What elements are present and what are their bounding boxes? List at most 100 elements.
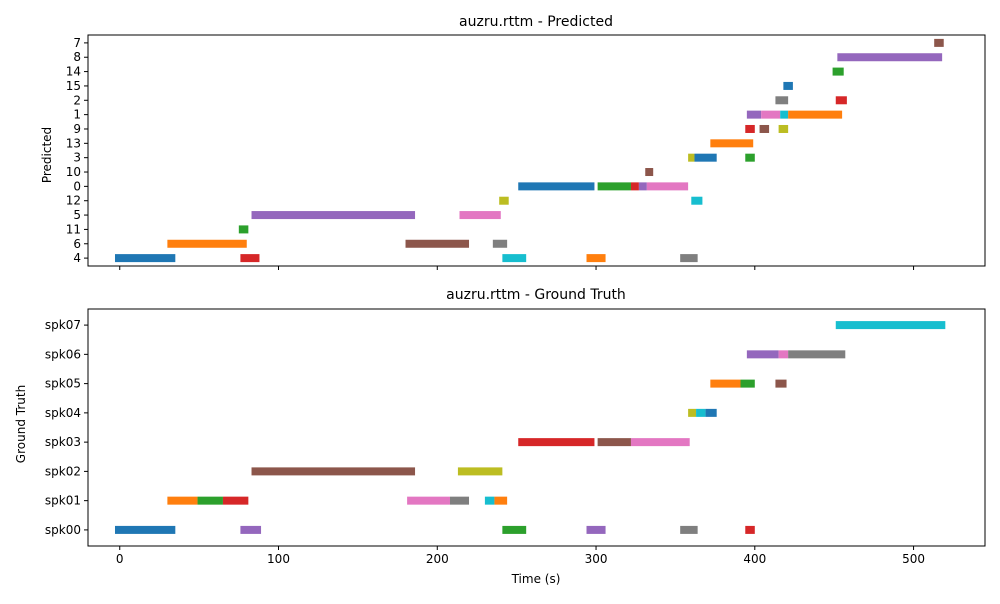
- predicted-segments: [114, 38, 944, 263]
- predicted-segment-1: [761, 110, 781, 119]
- predicted-segment-8: [837, 53, 943, 62]
- predicted-y-tick-label: 10: [66, 165, 81, 179]
- ground-truth-y-tick-label: spk04: [45, 406, 81, 420]
- ground-truth-segment-spk04: [705, 408, 717, 417]
- x-axis-title: Time (s): [511, 572, 561, 586]
- ground-truth-segments: [114, 321, 946, 534]
- predicted-y-tick-label: 9: [73, 122, 81, 136]
- ground-truth-panel-title: auzru.rttm - Ground Truth: [446, 287, 626, 303]
- predicted-segment-0: [630, 182, 639, 191]
- predicted-segment-2: [775, 96, 789, 105]
- ground-truth-segment-spk01: [484, 496, 495, 505]
- predicted-segment-9: [745, 124, 755, 133]
- predicted-segment-15: [783, 81, 793, 90]
- predicted-y-tick-label: 4: [73, 251, 81, 265]
- ground-truth-x-tick-label: 500: [902, 552, 925, 566]
- predicted-segment-6: [167, 239, 247, 248]
- ground-truth-y-tick-label: spk05: [45, 377, 81, 391]
- predicted-segment-4: [114, 254, 176, 263]
- ground-truth-segment-spk01: [197, 496, 223, 505]
- ground-truth-y-tick-label: spk01: [45, 494, 81, 508]
- predicted-y-tick-label: 3: [73, 151, 81, 165]
- predicted-y-tick-label: 5: [73, 208, 81, 222]
- predicted-segment-0: [597, 182, 631, 191]
- predicted-segment-11: [238, 225, 249, 234]
- ground-truth-y-tick-label: spk03: [45, 435, 81, 449]
- ground-truth-panel: auzru.rttm - Ground Truth Ground Truth T…: [14, 287, 986, 586]
- predicted-segment-0: [518, 182, 595, 191]
- predicted-segment-1: [780, 110, 789, 119]
- predicted-segment-1: [788, 110, 843, 119]
- predicted-segment-5: [251, 211, 416, 220]
- ground-truth-segment-spk07: [835, 321, 946, 330]
- predicted-segment-6: [492, 239, 508, 248]
- ground-truth-segment-spk04: [696, 408, 706, 417]
- ground-truth-segment-spk01: [167, 496, 198, 505]
- ground-truth-plot-frame: [87, 308, 986, 547]
- predicted-segment-4: [502, 254, 527, 263]
- ground-truth-segment-spk01: [494, 496, 508, 505]
- ground-truth-y-tick-label: spk00: [45, 523, 81, 537]
- ground-truth-segment-spk00: [680, 525, 698, 534]
- ground-truth-x-ticks: 0 100 200 300 400 500: [116, 546, 925, 566]
- predicted-segment-13: [710, 139, 754, 148]
- predicted-segment-3: [694, 153, 717, 162]
- ground-truth-x-tick-label: 0: [116, 552, 124, 566]
- predicted-segment-2: [835, 96, 847, 105]
- ground-truth-segment-spk00: [745, 525, 755, 534]
- ground-truth-segment-spk00: [114, 525, 176, 534]
- ground-truth-segment-spk01: [449, 496, 470, 505]
- ground-truth-segment-spk00: [240, 525, 262, 534]
- predicted-panel: auzru.rttm - Predicted Predicted 4611512…: [40, 14, 986, 270]
- ground-truth-segment-spk01: [222, 496, 249, 505]
- predicted-y-tick-label: 2: [73, 93, 81, 107]
- predicted-segment-9: [778, 124, 789, 133]
- predicted-y-tick-label: 8: [73, 50, 81, 64]
- predicted-segment-0: [638, 182, 647, 191]
- ground-truth-segment-spk03: [630, 438, 690, 447]
- predicted-segment-3: [688, 153, 695, 162]
- predicted-segment-12: [499, 196, 509, 205]
- ground-truth-segment-spk05: [710, 379, 741, 388]
- ground-truth-segment-spk04: [688, 408, 697, 417]
- predicted-segment-3: [745, 153, 755, 162]
- ground-truth-x-tick-label: 400: [743, 552, 766, 566]
- predicted-segment-12: [691, 196, 703, 205]
- predicted-segment-4: [680, 254, 698, 263]
- predicted-plot-frame: [87, 34, 986, 267]
- ground-truth-segment-spk03: [597, 438, 631, 447]
- ground-truth-segment-spk05: [775, 379, 787, 388]
- ground-truth-y-ticks: spk00 spk01 spk02 spk03 spk04 spk05 spk06 spk07: [45, 318, 88, 537]
- predicted-segment-6: [405, 239, 470, 248]
- ground-truth-segment-spk06: [788, 350, 846, 359]
- ground-truth-segment-spk00: [586, 525, 606, 534]
- ground-truth-y-tick-label: spk02: [45, 464, 81, 478]
- ground-truth-y-tick-label: spk07: [45, 318, 81, 332]
- predicted-y-tick-label: 11: [66, 222, 81, 236]
- ground-truth-x-tick-label: 300: [585, 552, 608, 566]
- ground-truth-segment-spk00: [502, 525, 527, 534]
- predicted-segment-0: [646, 182, 689, 191]
- predicted-y-tick-label: 12: [66, 194, 81, 208]
- predicted-segment-1: [746, 110, 762, 119]
- predicted-segment-9: [759, 124, 770, 133]
- predicted-segment-14: [832, 67, 844, 76]
- ground-truth-y-axis-title: Ground Truth: [14, 385, 28, 463]
- ground-truth-segment-spk03: [518, 438, 595, 447]
- ground-truth-y-tick-label: spk06: [45, 347, 81, 361]
- predicted-y-tick-label: 0: [73, 179, 81, 193]
- predicted-y-tick-label: 13: [66, 136, 81, 150]
- predicted-segment-10: [645, 168, 654, 177]
- predicted-y-tick-label: 15: [66, 79, 81, 93]
- predicted-y-axis-title: Predicted: [40, 127, 54, 183]
- predicted-y-tick-label: 14: [66, 65, 81, 79]
- predicted-segment-7: [934, 38, 944, 47]
- predicted-segment-4: [586, 254, 606, 263]
- ground-truth-x-tick-label: 200: [426, 552, 449, 566]
- ground-truth-segment-spk06: [746, 350, 779, 359]
- predicted-y-tick-label: 6: [73, 237, 81, 251]
- ground-truth-segment-spk05: [740, 379, 755, 388]
- predicted-y-tick-label: 1: [73, 108, 81, 122]
